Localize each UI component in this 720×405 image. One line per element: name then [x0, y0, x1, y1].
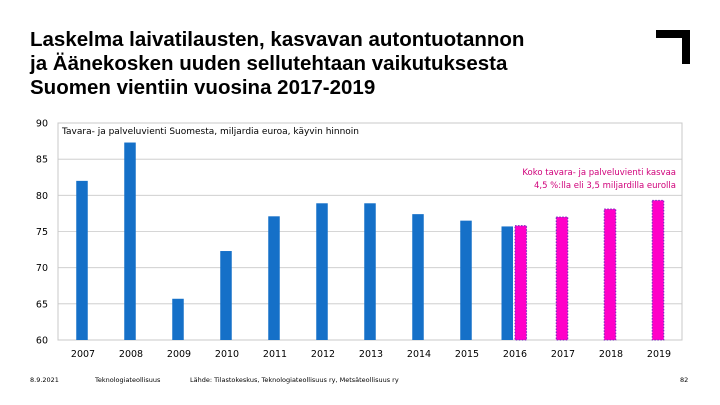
- x-tick-label: 2017: [551, 349, 575, 360]
- bar-actual-2013: [364, 203, 376, 340]
- y-tick-label: 80: [36, 191, 48, 202]
- bar-actual-2008: [124, 142, 136, 340]
- x-tick-label: 2014: [407, 349, 431, 360]
- bar-forecast-2017: [555, 216, 569, 341]
- x-tick-label: 2008: [119, 349, 143, 360]
- x-tick-label: 2015: [455, 349, 479, 360]
- bar-actual-2009: [172, 298, 184, 340]
- annotation-line-2: 4,5 %:lla eli 3,5 miljardilla eurolla: [534, 181, 676, 191]
- x-tick-label: 2010: [215, 349, 239, 360]
- x-tick-label: 2007: [71, 349, 95, 360]
- bar-actual-2015: [460, 220, 472, 340]
- y-axis-ticks: 60 65 70 75 80 85 90: [36, 119, 48, 347]
- x-tick-label: 2012: [311, 349, 335, 360]
- footer-date: 8.9.2021: [30, 376, 59, 384]
- annotation-line-1: Koko tavara- ja palveluvienti kasvaa: [522, 168, 676, 178]
- x-tick-label: 2011: [263, 349, 287, 360]
- bar-forecast-2016: [514, 225, 528, 341]
- x-tick-label: 2009: [167, 349, 191, 360]
- footer-source: Lähde: Tilastokeskus, Teknologiateollisu…: [190, 376, 399, 384]
- bar-actual-2016: [501, 226, 513, 340]
- bars: [76, 142, 665, 341]
- footer-org: Teknologiateollisuus: [95, 376, 161, 384]
- x-axis-ticks: 2007 2008 2009 2010 2011 2012 2013 2014 2015 2016…: [71, 349, 671, 360]
- y-tick-label: 60: [36, 336, 48, 347]
- y-tick-label: 70: [36, 263, 48, 274]
- bar-actual-2012: [316, 203, 328, 340]
- page-title: Laskelma laivatilausten, kasvavan autont…: [30, 28, 650, 100]
- footer-page-number: 82: [680, 376, 689, 384]
- x-tick-label: 2013: [359, 349, 383, 360]
- title-line-1: Laskelma laivatilausten, kasvavan autont…: [30, 28, 525, 51]
- bar-actual-2007: [76, 180, 88, 340]
- bar-actual-2010: [220, 251, 232, 340]
- chart-title: Tavara- ja palveluvienti Suomesta, milja…: [61, 127, 359, 137]
- y-tick-label: 90: [36, 119, 48, 130]
- y-tick-label: 75: [36, 227, 48, 238]
- title-line-3: Suomen vientiin vuosina 2017-2019: [30, 76, 376, 99]
- x-tick-label: 2016: [503, 349, 527, 360]
- x-tick-label: 2019: [647, 349, 671, 360]
- bar-actual-2011: [268, 216, 280, 340]
- title-line-2: ja Äänekosken uuden sellutehtaan vaikutu…: [30, 52, 508, 75]
- x-tick-label: 2018: [599, 349, 623, 360]
- y-tick-label: 85: [36, 155, 48, 166]
- corner-logo-icon: [656, 30, 690, 64]
- bar-actual-2014: [412, 214, 424, 340]
- bar-forecast-2018: [603, 208, 617, 341]
- bar-forecast-2019: [651, 199, 665, 341]
- y-tick-label: 65: [36, 299, 48, 310]
